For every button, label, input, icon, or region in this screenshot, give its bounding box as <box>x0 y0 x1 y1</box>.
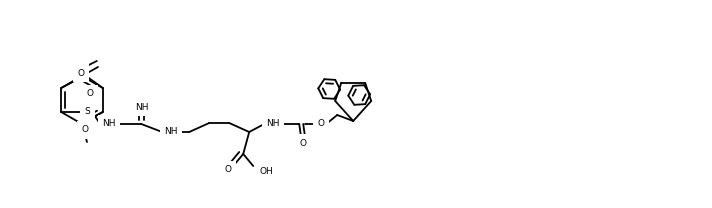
Text: O: O <box>225 166 231 175</box>
Text: NH: NH <box>266 120 280 129</box>
Text: NH: NH <box>164 128 178 136</box>
Text: OH: OH <box>259 166 273 176</box>
Text: S: S <box>84 108 90 116</box>
Text: O: O <box>78 68 84 78</box>
Text: O: O <box>300 139 307 147</box>
Text: O: O <box>87 89 94 99</box>
Text: NH: NH <box>103 120 116 129</box>
Text: O: O <box>82 125 89 135</box>
Text: O: O <box>318 120 325 129</box>
Text: NH: NH <box>135 103 149 111</box>
